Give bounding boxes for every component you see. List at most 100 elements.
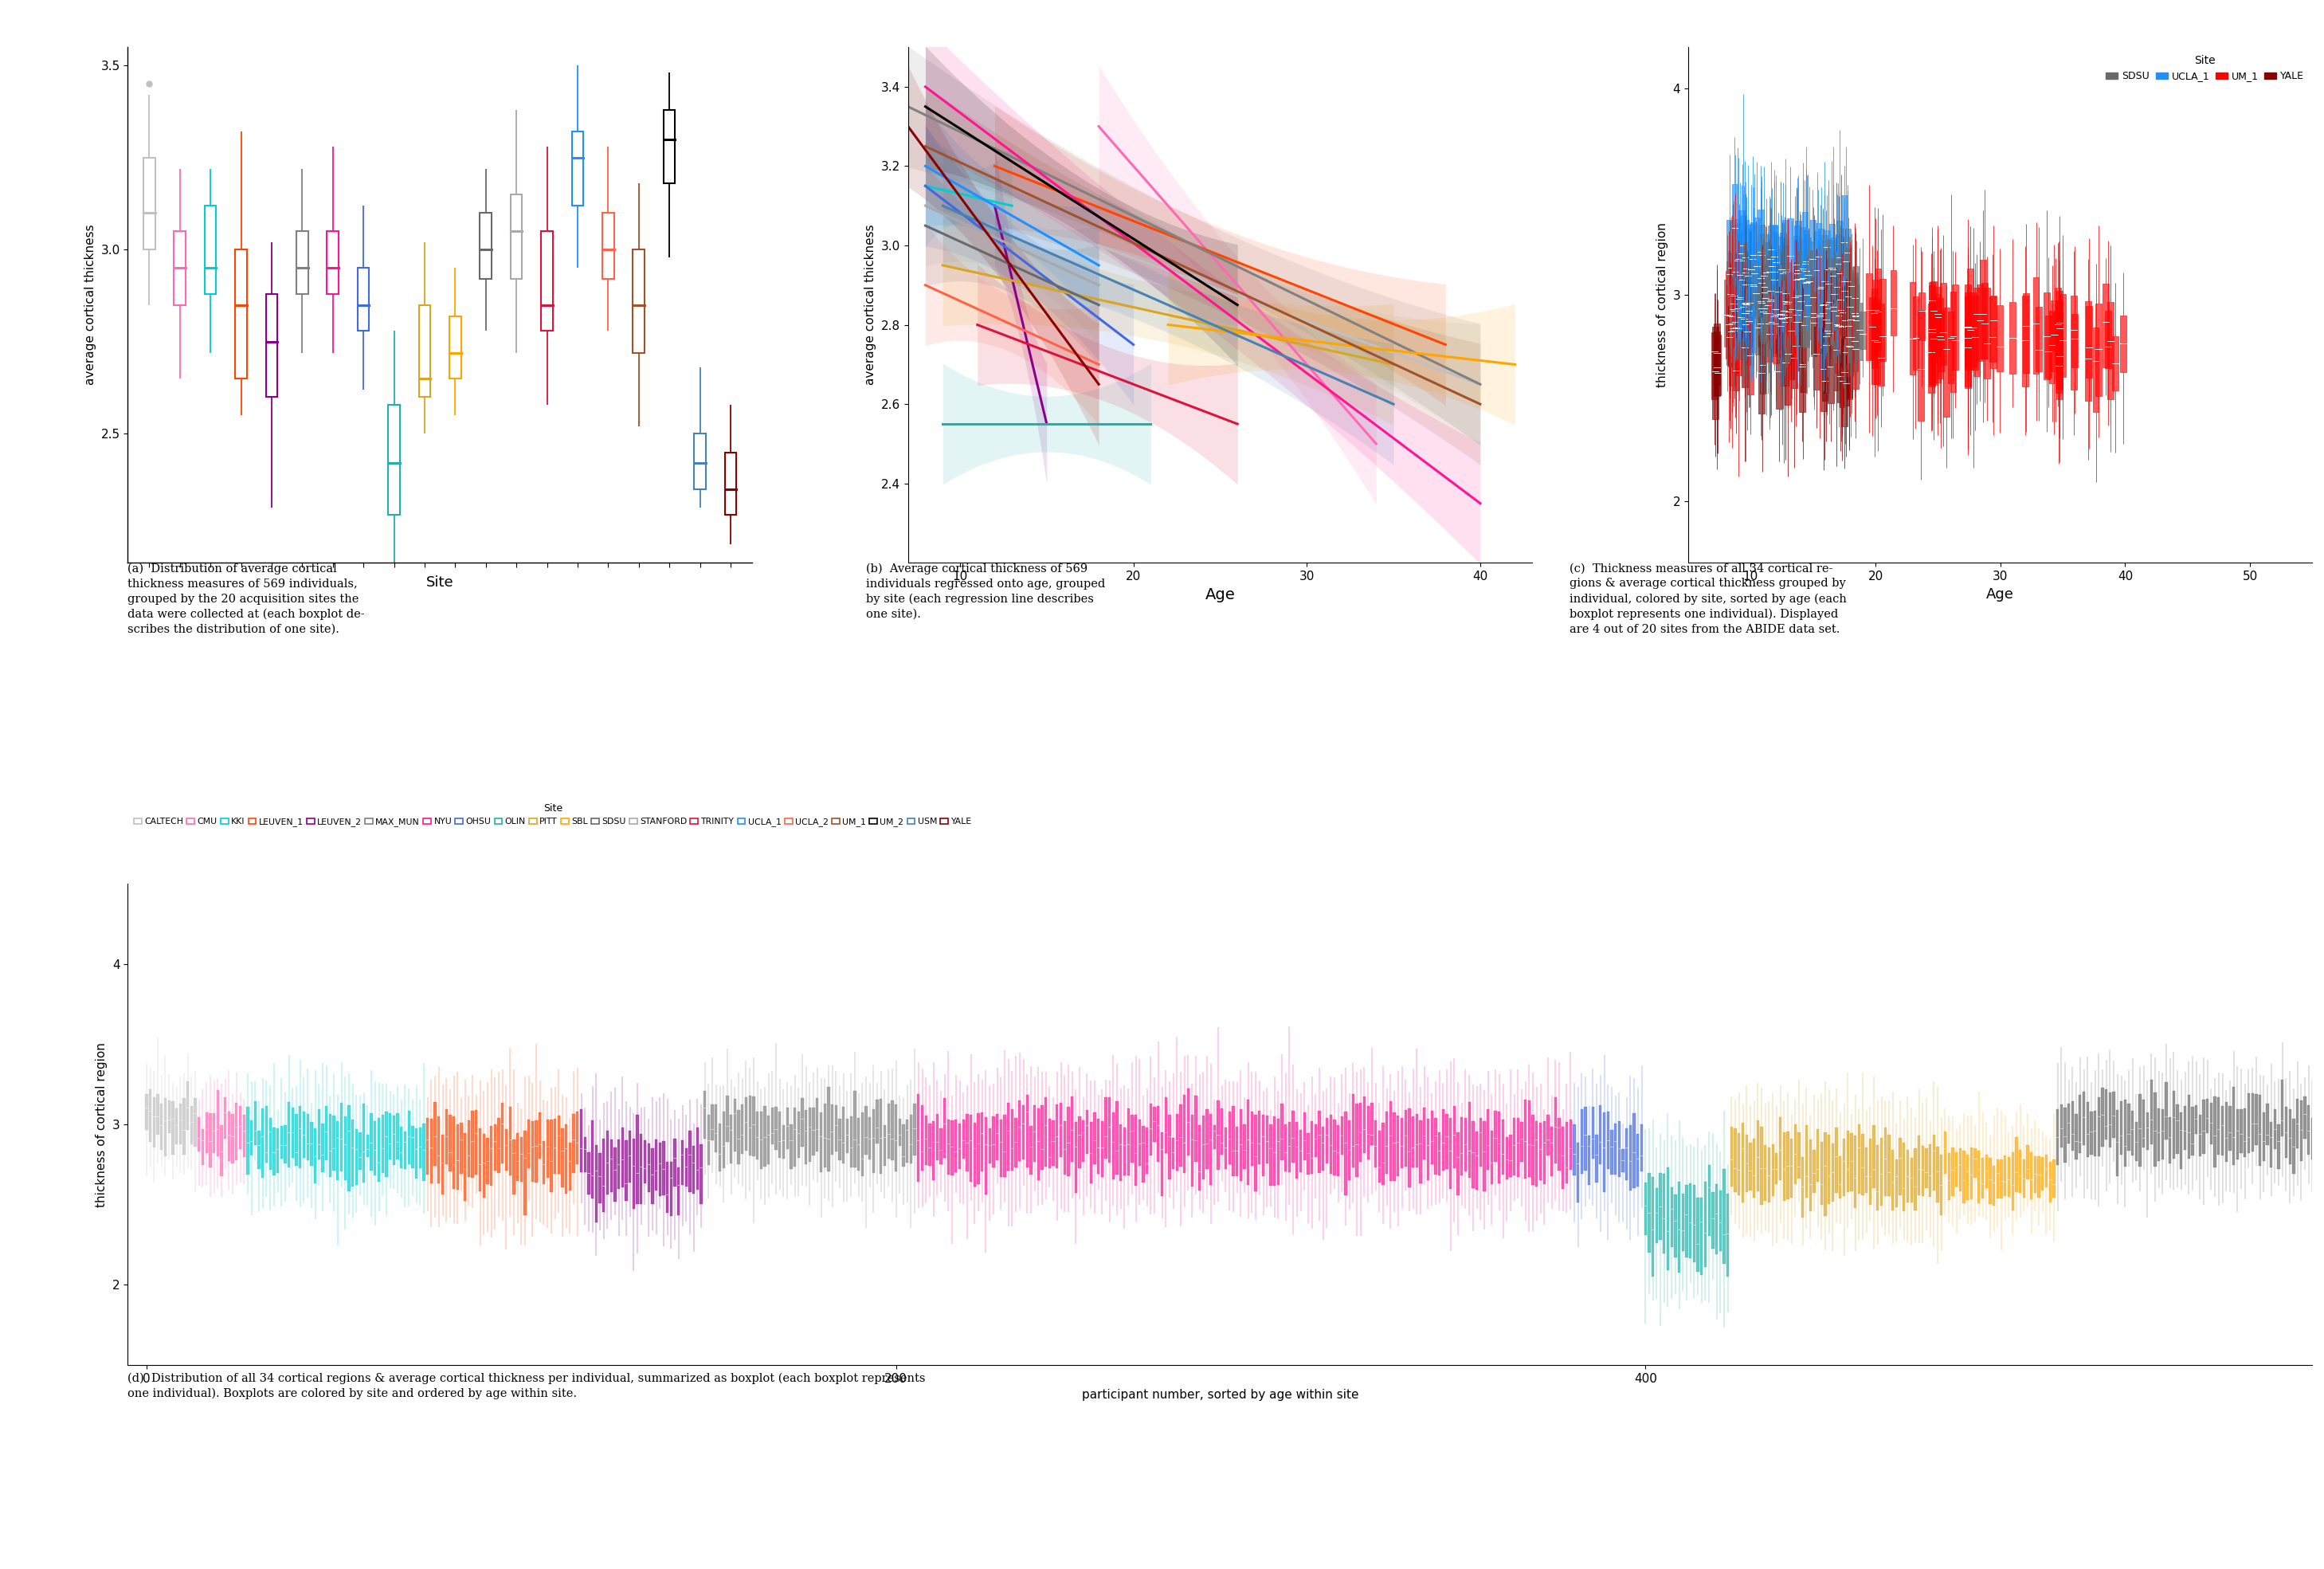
Bar [290,1108,295,1158]
Bar [2064,1108,2066,1163]
Bar [265,1106,267,1163]
Bar [1796,273,1803,345]
Bar [1894,1159,1899,1208]
Bar [2291,1119,2296,1174]
Bar [937,1114,939,1159]
Bar [2010,301,2015,373]
Bar [725,452,737,515]
Bar [1903,1142,1906,1211]
Bar [1713,323,1720,384]
Bar [906,1120,909,1163]
Bar [872,1109,874,1174]
Bar [1078,1116,1081,1169]
Bar [1397,1116,1399,1177]
Bar [2138,1094,2140,1167]
Bar [1771,232,1778,292]
Bar [265,293,277,397]
Bar [1636,1134,1638,1186]
Bar [1720,1191,1722,1250]
Bar [1734,337,1738,391]
Bar [1982,282,1987,359]
Bar [1794,226,1801,311]
Bar [560,1128,565,1188]
Bar [2052,312,2059,351]
Y-axis label: thickness of cortical region: thickness of cortical region [95,1042,107,1207]
Bar [1604,1112,1606,1192]
Bar [1794,240,1801,334]
Bar [1745,278,1752,351]
Bar [1824,240,1831,286]
Bar [2254,1094,2257,1145]
Bar [1652,1177,1655,1277]
Bar [1917,311,1924,420]
Bar [1964,293,1971,389]
Bar [1748,315,1755,394]
Bar [2194,1105,2199,1134]
Bar [1838,347,1845,408]
Bar [1566,1122,1569,1183]
Bar [2168,1117,2171,1163]
Bar [1799,1133,1801,1178]
Bar [1857,1125,1859,1194]
Bar [1269,1125,1271,1185]
Bar [1873,298,1880,384]
Bar [430,1119,432,1183]
Bar [858,1117,860,1170]
Bar [1868,298,1875,359]
Bar [2071,314,2078,367]
Bar [2022,1159,2024,1197]
Bar [909,1116,913,1163]
Bar [1499,1112,1501,1183]
Bar [876,1100,878,1144]
Bar [1810,278,1817,353]
Bar [1701,1197,1703,1276]
Bar [541,1141,546,1185]
Bar [1741,226,1745,304]
Bar [1685,1185,1687,1257]
Bar [416,1128,418,1178]
X-axis label: participant number, sorted by age within site: participant number, sorted by age within… [1081,1389,1360,1401]
Bar [165,1098,167,1156]
Bar [179,1103,181,1144]
Bar [2031,1152,2034,1199]
Bar [2210,1103,2212,1144]
Bar [700,1145,702,1205]
Bar [2259,1095,2261,1166]
Bar [706,1116,709,1166]
X-axis label: Age: Age [1987,587,2015,601]
Bar [1952,1147,1954,1196]
Bar [1783,220,1789,304]
Bar [846,1119,848,1153]
Bar [1973,287,1980,377]
Bar [449,315,460,378]
Bar [820,1112,823,1172]
Bar [521,1138,523,1181]
Bar [581,1109,583,1172]
Bar [1762,265,1766,314]
Bar [339,1103,342,1170]
Bar [1978,1150,1980,1203]
Bar [1708,1166,1710,1236]
Bar [755,1111,758,1159]
Bar [191,1106,193,1144]
Bar [2282,1079,2284,1136]
Bar [1383,1123,1385,1185]
Bar [1792,323,1799,388]
Bar [1090,1122,1092,1183]
Bar [465,1133,467,1200]
Bar [681,1141,683,1185]
Bar [1838,301,1845,369]
Bar [1729,268,1736,315]
Bar [400,1127,402,1167]
Bar [2054,287,2061,361]
Bar [1759,234,1764,319]
Bar [1815,223,1822,282]
Bar [1643,1183,1648,1235]
Bar [1799,251,1803,319]
Bar [1838,271,1845,366]
Bar [1803,287,1810,345]
Bar [748,1097,751,1155]
Bar [1941,1155,1943,1214]
Bar [1964,297,1971,367]
Bar [1543,1122,1545,1185]
